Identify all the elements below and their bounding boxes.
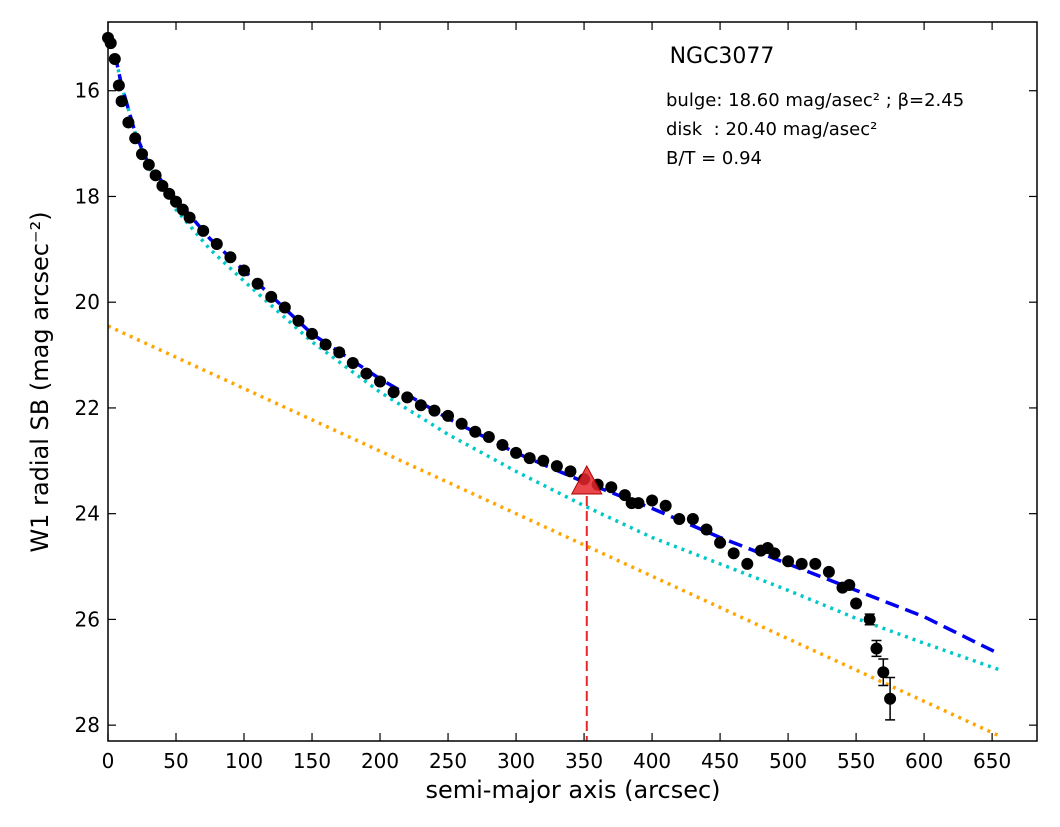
x-tick-label: 50 xyxy=(163,749,188,773)
data-point xyxy=(333,346,346,359)
data-point xyxy=(387,386,400,399)
data-point xyxy=(455,417,468,430)
data-point xyxy=(136,148,149,161)
data-point xyxy=(673,512,686,525)
data-point xyxy=(659,499,672,512)
data-point xyxy=(877,666,890,679)
data-point xyxy=(156,179,169,192)
data-point xyxy=(108,53,121,66)
data-point xyxy=(265,290,278,303)
data-point xyxy=(129,132,142,145)
annotation: disk : 20.40 mag/asec² xyxy=(666,119,877,140)
data-point xyxy=(768,547,781,560)
data-point xyxy=(224,251,237,264)
y-tick-label: 16 xyxy=(75,79,100,103)
annotation: B/T = 0.94 xyxy=(666,148,762,169)
data-point xyxy=(863,613,876,626)
data-point xyxy=(104,37,117,50)
data-point xyxy=(605,481,618,494)
x-tick-label: 250 xyxy=(429,749,467,773)
data-point xyxy=(176,203,189,216)
data-point xyxy=(401,391,414,404)
x-axis-label: semi-major axis (arcsec) xyxy=(425,776,720,804)
data-point xyxy=(870,642,883,655)
x-tick-label: 0 xyxy=(102,749,115,773)
data-point xyxy=(496,438,509,451)
data-point xyxy=(537,454,550,467)
x-tick-label: 100 xyxy=(225,749,263,773)
model-line xyxy=(113,53,1000,656)
data-point xyxy=(523,452,536,465)
x-tick-label: 450 xyxy=(701,749,739,773)
x-tick-label: 300 xyxy=(497,749,535,773)
data-point xyxy=(163,187,176,200)
data-point xyxy=(374,375,387,388)
data-point xyxy=(346,356,359,369)
chart-title: NGC3077 xyxy=(670,44,775,69)
data-point xyxy=(782,555,795,568)
x-tick-label: 200 xyxy=(361,749,399,773)
data-point xyxy=(843,579,856,592)
data-point xyxy=(714,536,727,549)
x-tick-label: 500 xyxy=(769,749,807,773)
data-point xyxy=(700,523,713,536)
y-axis-label: W1 radial SB (mag arcsec⁻²) xyxy=(26,211,54,552)
data-point xyxy=(850,597,863,610)
x-tick-label: 350 xyxy=(565,749,603,773)
y-tick-label: 24 xyxy=(75,502,100,526)
data-point xyxy=(510,446,523,459)
data-point xyxy=(795,557,808,570)
data-point xyxy=(112,79,125,92)
data-point xyxy=(550,460,563,473)
data-point xyxy=(686,512,699,525)
data-point xyxy=(197,224,210,237)
model-line xyxy=(107,324,1000,738)
marker-triangle xyxy=(570,464,603,495)
data-point xyxy=(442,409,455,422)
data-point xyxy=(822,565,835,578)
y-tick-label: 18 xyxy=(75,184,100,208)
data-point xyxy=(183,211,196,224)
data-point xyxy=(741,557,754,570)
x-tick-label: 550 xyxy=(837,749,875,773)
y-tick-label: 26 xyxy=(75,607,100,631)
plot-frame xyxy=(107,21,1038,742)
data-point xyxy=(809,557,822,570)
data-point xyxy=(428,404,441,417)
x-tick-label: 150 xyxy=(293,749,331,773)
data-point xyxy=(646,494,659,507)
data-point xyxy=(210,238,223,251)
data-point xyxy=(564,465,577,478)
data-point xyxy=(319,338,332,351)
x-tick-label: 650 xyxy=(973,749,1011,773)
data-point xyxy=(632,497,645,510)
y-tick-label: 28 xyxy=(75,713,100,737)
data-point xyxy=(482,431,495,444)
x-tick-label: 600 xyxy=(905,749,943,773)
data-point xyxy=(414,399,427,412)
data-point xyxy=(238,264,251,277)
data-point xyxy=(469,425,482,438)
y-tick-label: 20 xyxy=(75,290,100,314)
data-point xyxy=(122,116,135,129)
data-point xyxy=(884,692,897,705)
data-point xyxy=(292,314,305,327)
data-point xyxy=(360,367,373,380)
data-point xyxy=(306,327,319,340)
data-point xyxy=(618,489,631,502)
y-tick-label: 22 xyxy=(75,396,100,420)
data-point xyxy=(115,95,128,108)
data-point xyxy=(149,169,162,182)
annotation: bulge: 18.60 mag/asec² ; β=2.45 xyxy=(666,90,964,111)
data-point xyxy=(278,301,291,314)
data-point xyxy=(727,547,740,560)
data-point xyxy=(170,195,183,208)
data-point xyxy=(142,158,155,171)
data-point xyxy=(251,277,264,290)
x-tick-label: 400 xyxy=(633,749,671,773)
model-line xyxy=(113,53,1000,672)
